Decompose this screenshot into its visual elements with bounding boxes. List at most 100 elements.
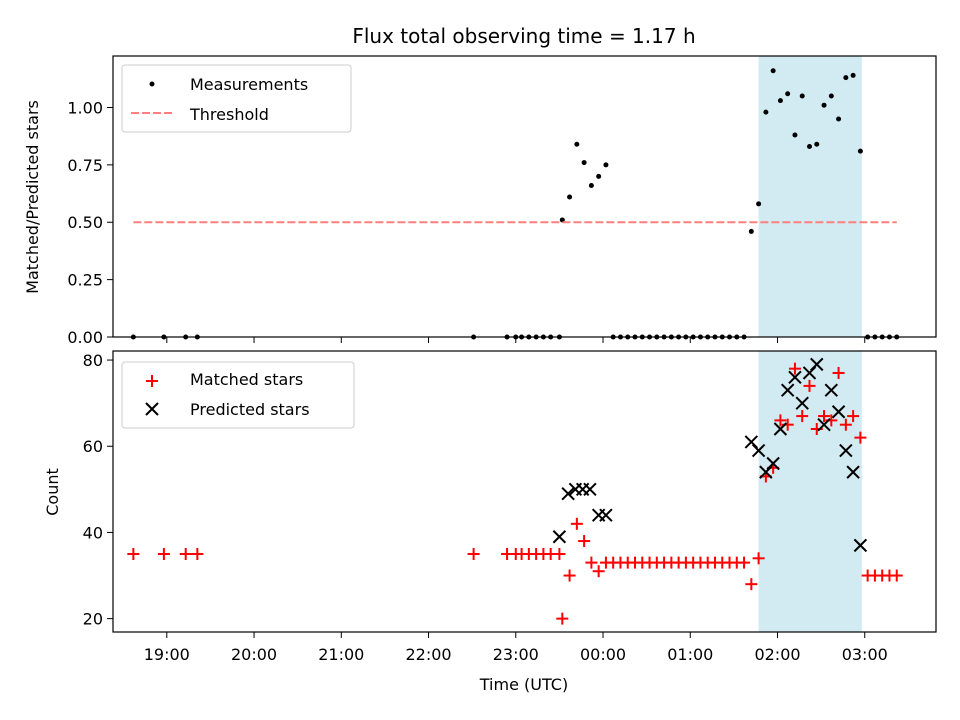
predicted-star-point xyxy=(795,396,809,410)
measurement-point xyxy=(799,93,805,99)
measurement-point xyxy=(567,194,573,200)
top-y-tick-label: 0.50 xyxy=(67,213,103,232)
matched-star-point xyxy=(191,547,204,560)
matched-star-point xyxy=(803,379,816,392)
top-panel: 0.00 0.25 0.50 0.75 1.00 Matched/Predicted s… xyxy=(23,55,937,347)
bottom-y-axis-label: Count xyxy=(43,468,62,516)
bottom-y-tick-label: 80 xyxy=(83,351,103,370)
measurement-point xyxy=(843,75,849,81)
bottom-y-ticks: 20 40 60 80 xyxy=(83,351,113,629)
predicted-star-point xyxy=(810,357,824,372)
bottom-y-tick-label: 20 xyxy=(83,610,103,629)
bottom-span-layer xyxy=(758,351,862,632)
top-y-tick-label: 0.75 xyxy=(67,156,103,175)
x-tick-label: 23:00 xyxy=(493,645,539,664)
predicted-legend-marker xyxy=(145,402,159,416)
x-tick-label: 01:00 xyxy=(667,645,713,664)
predicted-legend-label: Predicted stars xyxy=(190,400,310,419)
x-tick-label: 19:00 xyxy=(144,645,190,664)
chart-title: Flux total observing time = 1.17 h xyxy=(352,24,695,48)
measurement-point xyxy=(828,93,834,99)
matched-star-point xyxy=(890,569,903,582)
predicted-star-point xyxy=(766,456,780,471)
matched-star-point xyxy=(578,535,591,548)
predicted-star-point xyxy=(788,370,802,384)
top-legend-box xyxy=(121,64,352,133)
matched-legend-marker xyxy=(146,375,158,387)
measurement-point xyxy=(596,173,602,179)
measurements-legend-label: Measurements xyxy=(190,75,308,94)
bottom-legend-box xyxy=(121,361,355,429)
matched-star-point xyxy=(592,565,605,578)
predicted-star-point xyxy=(751,443,766,458)
measurement-point xyxy=(756,201,762,207)
measurement-point xyxy=(777,98,783,104)
matched-star-point xyxy=(854,431,867,444)
predicted-star-point xyxy=(599,508,613,522)
measurement-point xyxy=(574,141,580,147)
measurement-point xyxy=(763,109,769,115)
predicted-star-point xyxy=(817,417,831,432)
measurement-point xyxy=(603,162,609,168)
matched-star-point xyxy=(752,552,765,565)
matched-star-point xyxy=(738,556,751,569)
matched-star-point xyxy=(796,410,809,423)
matched-star-point xyxy=(553,547,566,560)
measurement-point xyxy=(559,217,565,223)
matched-star-point xyxy=(127,547,140,560)
top-observing-span xyxy=(758,56,862,337)
threshold-legend-label: Threshold xyxy=(189,105,269,124)
matched-star-point xyxy=(556,612,569,625)
bottom-y-tick-label: 60 xyxy=(83,437,103,456)
measurement-point xyxy=(581,160,587,166)
matched-star-point xyxy=(832,366,845,379)
measurement-point xyxy=(814,141,820,147)
predicted-star-point xyxy=(780,383,795,397)
top-y-tick-label: 0.00 xyxy=(67,328,103,347)
matched-star-point xyxy=(839,418,852,431)
predicted-star-point xyxy=(846,465,860,479)
matched-star-point xyxy=(847,410,860,423)
measurement-point xyxy=(588,183,594,189)
top-y-ticks: 0.00 0.25 0.50 0.75 1.00 xyxy=(67,98,113,347)
predicted-star-point xyxy=(839,443,853,458)
top-axes-frame xyxy=(112,55,937,338)
predicted-star-point xyxy=(561,486,575,501)
matched-star-point xyxy=(745,578,758,591)
x-tick-label: 00:00 xyxy=(580,645,626,664)
measurement-point xyxy=(748,228,754,234)
measurement-point xyxy=(836,116,842,122)
top-y-tick-label: 0.25 xyxy=(67,271,103,290)
x-tick-label: 21:00 xyxy=(318,645,364,664)
matched-star-point xyxy=(157,547,170,560)
predicted-star-point xyxy=(773,422,788,436)
top-span-layer xyxy=(758,56,862,337)
x-tick-label: 03:00 xyxy=(842,645,888,664)
predicted-star-point xyxy=(552,530,567,544)
matched-star-point xyxy=(563,569,576,582)
measurement-point xyxy=(792,132,798,138)
matched-star-point xyxy=(818,410,831,423)
matched-star-point xyxy=(774,414,787,427)
matched-star-point xyxy=(570,517,583,530)
bottom-y-tick-label: 40 xyxy=(83,523,103,542)
measurement-point xyxy=(821,102,827,108)
top-x-ticks xyxy=(166,337,866,343)
top-y-axis-label: Matched/Predicted stars xyxy=(23,100,42,294)
measurement-point xyxy=(857,148,863,154)
matched-star-point xyxy=(467,547,480,560)
matched-star-point xyxy=(585,556,598,569)
top-y-tick-label: 1.00 xyxy=(67,98,103,117)
measurements-legend-marker xyxy=(149,81,155,87)
bottom-x-ticks: 19:00 20:00 21:00 22:00 23:00 00:00 01:00 02:00… xyxy=(144,632,888,664)
predicted-star-point xyxy=(831,405,846,419)
predicted-star-point xyxy=(824,383,839,397)
measurement-point xyxy=(850,72,856,78)
x-tick-label: 02:00 xyxy=(754,645,800,664)
measurement-point xyxy=(785,91,791,97)
measurement-point xyxy=(806,144,812,150)
x-axis-label: Time (UTC) xyxy=(479,675,568,694)
matched-star-point xyxy=(788,362,801,375)
x-tick-label: 20:00 xyxy=(231,645,277,664)
